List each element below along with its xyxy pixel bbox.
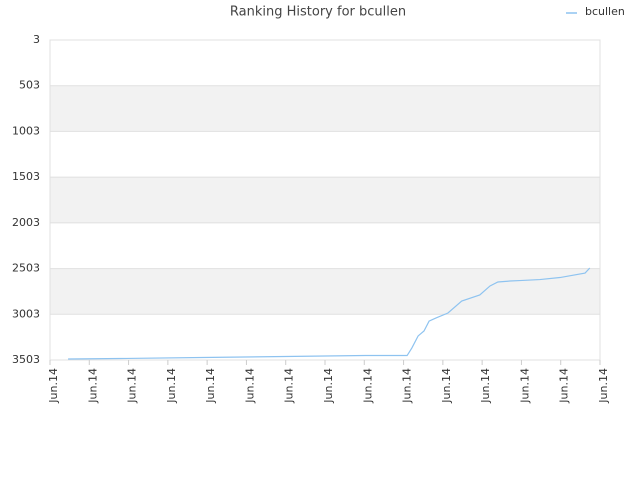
- y-tick-label: 1003: [12, 124, 40, 137]
- plot-band: [50, 85, 600, 132]
- y-tick-label: 2503: [12, 262, 40, 275]
- x-tick-label: Jun.14: [518, 368, 531, 404]
- x-tick-label: Jun.14: [204, 368, 217, 404]
- chart-title: Ranking History for bcullen: [230, 5, 406, 20]
- x-tick-label: Jun.14: [126, 368, 139, 404]
- series-line: [68, 267, 591, 360]
- plot-band: [50, 177, 600, 223]
- x-tick-label: Jun.14: [597, 368, 610, 404]
- x-tick-label: Jun.14: [401, 368, 414, 404]
- x-tick-label: Jun.14: [86, 368, 99, 404]
- x-tick-label: Jun.14: [47, 368, 60, 404]
- x-tick-label: Jun.14: [361, 368, 374, 404]
- x-tick-label: Jun.14: [558, 368, 571, 404]
- y-tick-label: 3: [33, 33, 40, 46]
- legend-label: bcullen: [585, 5, 625, 18]
- x-tick-label: Jun.14: [440, 368, 453, 404]
- x-tick-label: Jun.14: [165, 368, 178, 404]
- x-tick-label: Jun.14: [479, 368, 492, 404]
- y-tick-label: 3003: [12, 307, 40, 320]
- x-tick-label: Jun.14: [283, 368, 296, 404]
- x-tick-label: Jun.14: [322, 368, 335, 404]
- y-tick-label: 2003: [12, 216, 40, 229]
- y-tick-label: 3503: [12, 353, 40, 366]
- y-tick-label: 503: [19, 79, 40, 92]
- plot-band: [50, 268, 600, 315]
- y-tick-label: 1503: [12, 170, 40, 183]
- x-tick-label: Jun.14: [243, 368, 256, 404]
